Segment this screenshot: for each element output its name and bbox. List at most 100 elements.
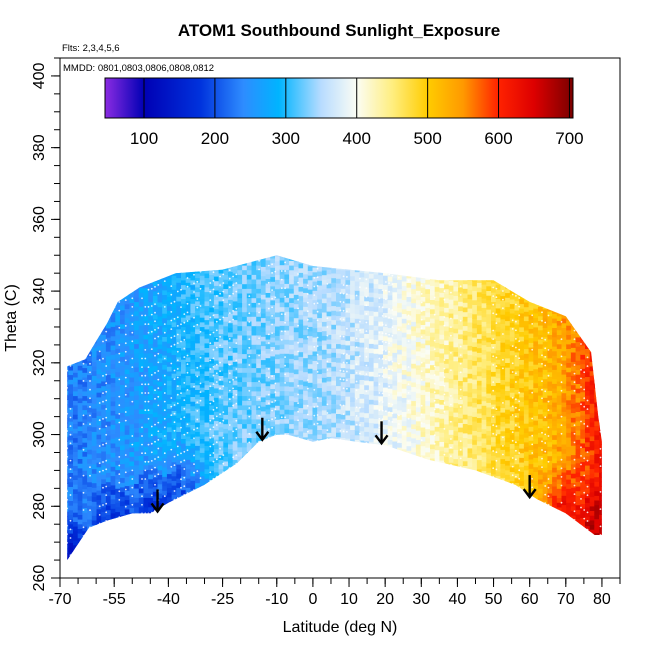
heatmap-cell: [331, 389, 337, 395]
heatmap-cell: [566, 464, 572, 471]
heatmap-cell: [542, 471, 548, 478]
heatmap-cell: [542, 504, 548, 510]
heatmap-cell: [307, 363, 314, 369]
heatmap-cell: [162, 378, 168, 384]
heatmap-cell: [519, 336, 525, 342]
heatmap-cell: [256, 297, 262, 303]
heatmap-cell: [166, 328, 173, 335]
heatmap-cell: [509, 312, 516, 319]
heatmap-cell: [293, 415, 300, 421]
heatmap-cell: [307, 386, 314, 393]
heatmap-cell: [326, 427, 332, 433]
heatmap-cell: [162, 434, 168, 440]
heatmap-cell: [270, 290, 276, 296]
heatmap-cell: [279, 269, 285, 275]
heatmap-cell: [105, 402, 112, 408]
heatmap-cell: [415, 271, 422, 277]
heatmap-cell: [566, 427, 572, 433]
heatmap-cell: [181, 317, 187, 323]
heatmap-cell: [354, 444, 361, 450]
heatmap-cell: [87, 528, 93, 534]
heatmap-cell: [575, 336, 581, 342]
heatmap-cell: [284, 423, 290, 429]
heatmap-cell: [575, 383, 581, 389]
heatmap-cell: [199, 415, 206, 421]
heatmap-cell: [528, 342, 534, 348]
heatmap-cell: [68, 430, 74, 436]
heatmap-cell: [265, 376, 271, 382]
heatmap-cell: [533, 480, 539, 486]
heatmap-cell: [228, 341, 234, 347]
heatmap-cell: [397, 395, 403, 402]
heatmap-cell: [171, 307, 177, 314]
heatmap-cell: [284, 334, 290, 340]
heatmap-cell: [383, 382, 389, 388]
heatmap-cell: [284, 418, 290, 424]
heatmap-cell: [185, 268, 191, 274]
heatmap-cell: [561, 350, 567, 356]
heatmap-cell: [275, 321, 281, 327]
heatmap-cell: [185, 277, 191, 283]
heatmap-cell: [195, 352, 201, 358]
heatmap-cell: [411, 437, 417, 444]
heatmap-cell: [580, 358, 586, 365]
heatmap-cell: [143, 474, 149, 480]
heatmap-cell: [284, 259, 290, 266]
heatmap-cell: [176, 459, 182, 465]
heatmap-cell: [110, 522, 116, 528]
heatmap-cell: [528, 374, 534, 381]
heatmap-cell: [275, 283, 281, 290]
heatmap-cell: [312, 332, 318, 338]
heatmap-cell: [82, 456, 88, 462]
heatmap-cell: [105, 346, 112, 352]
heatmap-cell: [509, 471, 516, 477]
heatmap-cell: [251, 316, 257, 322]
heatmap-cell: [392, 282, 398, 288]
heatmap-cell: [96, 462, 102, 468]
heatmap-cell: [143, 278, 149, 284]
heatmap-cell: [77, 519, 83, 525]
heatmap-cell: [528, 305, 534, 311]
heatmap-cell: [148, 287, 154, 293]
heatmap-cell: [110, 368, 116, 374]
heatmap-cell: [67, 376, 69, 382]
heatmap-cell: [556, 506, 563, 513]
heatmap-cell: [73, 390, 79, 397]
heatmap-cell: [298, 360, 304, 367]
heatmap-cell: [406, 319, 412, 325]
heatmap-cell: [528, 346, 534, 353]
heatmap-cell: [495, 466, 501, 472]
heatmap-cell: [580, 368, 586, 374]
heatmap-cell: [359, 323, 365, 329]
heatmap-cell: [552, 504, 558, 510]
heatmap-cell: [444, 321, 450, 327]
heatmap-cell: [223, 321, 229, 327]
heatmap-cell: [364, 291, 370, 297]
heatmap-cell: [213, 285, 220, 291]
heatmap-cell: [523, 427, 530, 433]
heatmap-cell: [213, 313, 220, 319]
heatmap-cell: [110, 466, 116, 472]
heatmap-cell: [232, 296, 238, 302]
heatmap-cell: [246, 386, 253, 392]
heatmap-cell: [345, 270, 351, 276]
heatmap-cell: [152, 430, 159, 436]
heatmap-cell: [195, 319, 201, 325]
heatmap-cell: [120, 393, 126, 399]
heatmap-cell: [439, 301, 445, 307]
heatmap-cell: [397, 409, 403, 416]
heatmap-cell: [166, 319, 173, 325]
heatmap-cell: [171, 377, 177, 383]
heatmap-cell: [364, 417, 370, 423]
heatmap-cell: [406, 417, 412, 423]
heatmap-cell: [171, 480, 177, 486]
heatmap-cell: [373, 357, 379, 364]
heatmap-cell: [246, 255, 253, 261]
heatmap-cell: [246, 428, 253, 434]
heatmap-cell: [500, 318, 506, 324]
heatmap-cell: [87, 523, 93, 529]
heatmap-cell: [519, 434, 525, 440]
heatmap-cell: [354, 271, 361, 277]
heatmap-cell: [129, 446, 135, 453]
heatmap-cell: [336, 408, 342, 414]
